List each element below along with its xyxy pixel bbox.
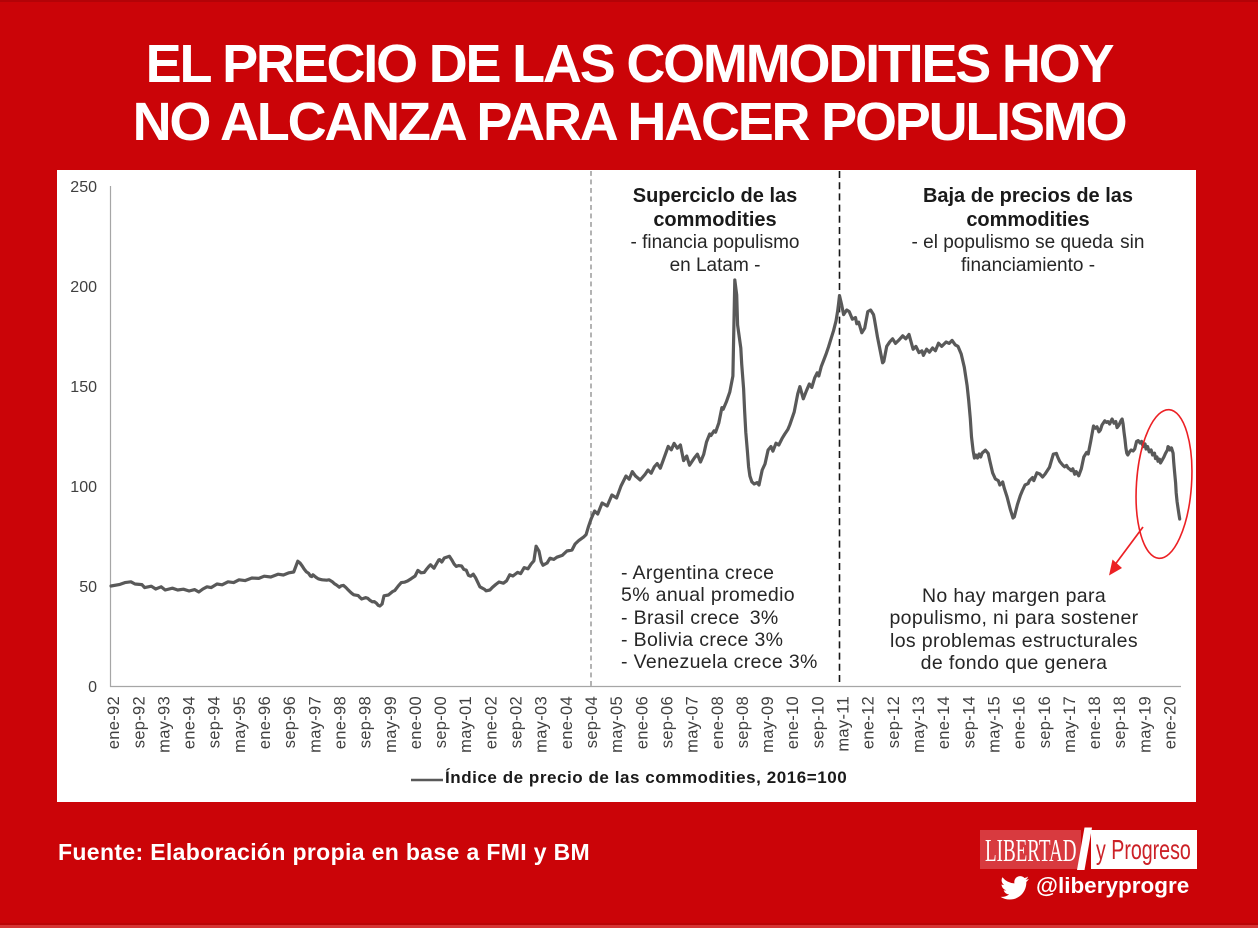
svg-text:sep-04: sep-04 <box>583 696 601 748</box>
svg-text:ene-94: ene-94 <box>181 696 199 749</box>
svg-text:sep-96: sep-96 <box>281 696 299 748</box>
svg-text:ene-16: ene-16 <box>1011 696 1029 749</box>
svg-text:sep-92: sep-92 <box>130 696 148 748</box>
svg-text:ene-04: ene-04 <box>558 696 576 749</box>
svg-text:may-93: may-93 <box>155 696 173 753</box>
svg-text:50: 50 <box>79 579 97 596</box>
svg-text:may-95: may-95 <box>231 696 249 753</box>
svg-text:ene-06: ene-06 <box>633 696 651 749</box>
svg-text:may-05: may-05 <box>608 696 626 753</box>
svg-text:may-01: may-01 <box>457 696 475 753</box>
svg-text:may-13: may-13 <box>910 696 928 753</box>
svg-text:may-99: may-99 <box>382 696 400 753</box>
svg-text:sep-16: sep-16 <box>1036 696 1054 748</box>
svg-text:ene-02: ene-02 <box>482 696 500 749</box>
svg-text:may-03: may-03 <box>533 696 551 753</box>
svg-text:ene-08: ene-08 <box>709 696 727 749</box>
svg-text:sep-02: sep-02 <box>508 696 526 748</box>
svg-text:sep-98: sep-98 <box>357 696 375 748</box>
svg-text:ene-00: ene-00 <box>407 696 425 749</box>
svg-text:0: 0 <box>88 679 97 696</box>
svg-text:sep-12: sep-12 <box>885 696 903 748</box>
svg-text:ene-92: ene-92 <box>105 696 123 749</box>
svg-text:200: 200 <box>70 279 97 296</box>
svg-text:ene-18: ene-18 <box>1086 696 1104 749</box>
svg-text:may-09: may-09 <box>759 696 777 753</box>
svg-text:250: 250 <box>70 179 97 196</box>
svg-text:sep-94: sep-94 <box>206 696 224 748</box>
svg-text:sep-14: sep-14 <box>960 696 978 748</box>
svg-text:may-11: may-11 <box>835 696 853 752</box>
svg-text:ene-12: ene-12 <box>860 696 878 749</box>
svg-text:may-19: may-19 <box>1136 696 1154 753</box>
svg-text:ene-98: ene-98 <box>332 696 350 749</box>
svg-text:ene-20: ene-20 <box>1162 696 1180 749</box>
svg-text:sep-08: sep-08 <box>734 696 752 748</box>
svg-text:may-97: may-97 <box>306 696 324 753</box>
svg-text:may-07: may-07 <box>684 696 702 753</box>
svg-text:150: 150 <box>70 379 97 396</box>
svg-text:may-15: may-15 <box>986 696 1004 753</box>
svg-text:may-17: may-17 <box>1061 696 1079 753</box>
svg-text:ene-96: ene-96 <box>256 696 274 749</box>
svg-text:sep-18: sep-18 <box>1111 696 1129 748</box>
svg-text:ene-10: ene-10 <box>784 696 802 749</box>
svg-text:ene-14: ene-14 <box>935 696 953 749</box>
svg-text:sep-06: sep-06 <box>659 696 677 748</box>
svg-text:sep-00: sep-00 <box>432 696 450 748</box>
svg-text:100: 100 <box>70 479 97 496</box>
svg-text:sep-10: sep-10 <box>809 696 827 748</box>
